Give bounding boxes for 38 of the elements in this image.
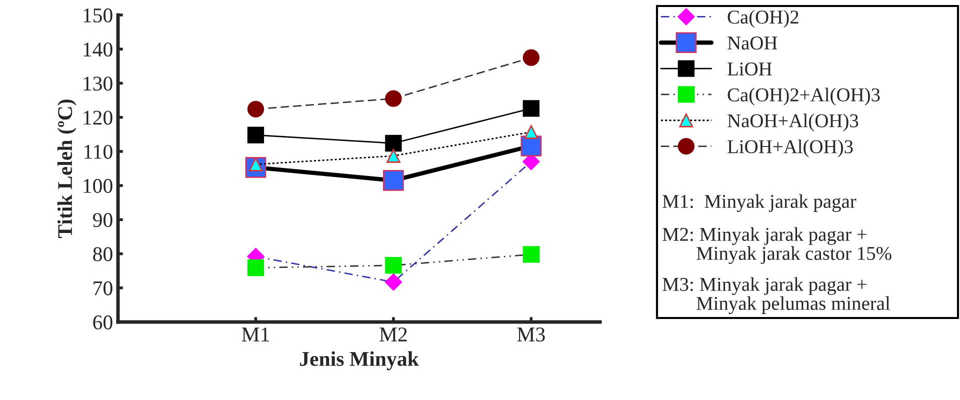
point: [522, 100, 540, 117]
point: [383, 170, 404, 191]
text: M2: Minyak jarak pagar + Minyak jarak castor 15%: [662, 227, 892, 264]
point: [524, 125, 538, 139]
y-tick-label: 130: [84, 76, 112, 91]
y-tick-label: 90: [92, 213, 112, 228]
point: [385, 257, 402, 274]
y-tick-label: 110: [84, 144, 112, 159]
legend-label: Ca(OH)2: [728, 10, 798, 28]
text: M3: Minyak jarak pagar + Minyak pelumas mineral: [662, 277, 890, 314]
y-tick-label: 80: [93, 247, 112, 262]
point: [247, 100, 264, 118]
y-tick-label: 150: [84, 8, 112, 22]
legend-label: NaOH+Al(OH)3: [728, 114, 858, 132]
x-axis-title: Jenis Minyak: [300, 351, 419, 370]
point: [384, 274, 402, 291]
legend-label: NaOH: [728, 36, 778, 50]
y-tick-label: 120: [84, 110, 112, 125]
y-tick-label: 100: [84, 178, 112, 193]
point: [247, 126, 264, 144]
point: [385, 134, 402, 152]
y-tick-label: 60: [93, 315, 112, 330]
text: M1: Minyak jarak pagar: [662, 194, 856, 212]
y-axis-title: Titik Leleh (ºC): [57, 100, 76, 238]
point: [386, 148, 400, 163]
x-tick-label: M3: [517, 328, 545, 342]
point: [520, 136, 542, 156]
point: [522, 246, 540, 263]
legend-label: LiOH+Al(OH)3: [728, 140, 853, 158]
x-tick-label: M1: [242, 328, 269, 342]
legend-label: Ca(OH)2+Al(OH)3: [728, 88, 880, 106]
y-tick-label: 140: [84, 42, 112, 57]
y-tick-label: 70: [94, 281, 112, 296]
point: [385, 90, 402, 107]
point: [522, 49, 540, 66]
legend-label: LiOH: [728, 62, 772, 76]
x-tick-label: M2: [380, 328, 407, 342]
point: [247, 259, 264, 276]
